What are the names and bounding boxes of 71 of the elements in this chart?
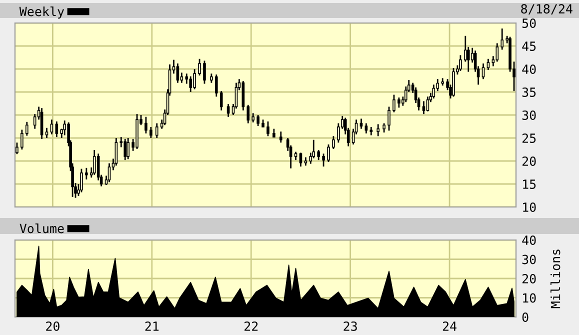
candlestick	[398, 96, 400, 108]
legend-label: Volume	[20, 223, 64, 234]
candlestick	[80, 168, 83, 193]
candlestick	[114, 137, 118, 166]
candlestick	[193, 68, 196, 90]
x-tick-label: 20	[46, 321, 60, 331]
legend-label: Weekly	[19, 6, 64, 19]
y-tick-label: 10	[523, 202, 536, 212]
candlestick	[452, 67, 455, 98]
candlestick	[376, 124, 380, 137]
candlestick	[360, 118, 363, 130]
candlestick	[392, 94, 396, 113]
candlestick	[198, 58, 201, 76]
y-tick-label: 20	[522, 156, 536, 166]
candlestick	[426, 96, 430, 112]
y-tick-label: 15	[523, 180, 536, 189]
x-tick-label: 21	[145, 321, 159, 331]
candlestick	[486, 58, 490, 71]
y-tick-label: 35	[522, 88, 536, 97]
y-tick-label: 20	[522, 274, 536, 284]
y-tick-label: 30	[522, 110, 536, 120]
candlestick	[382, 122, 386, 134]
y-axis-title: Millions	[550, 250, 560, 308]
candlestick	[482, 62, 485, 80]
candlestick	[246, 104, 250, 124]
candlestick	[327, 144, 330, 163]
candlestick	[332, 135, 335, 150]
candlestick	[155, 122, 158, 139]
candlestick	[214, 74, 218, 98]
candlestick	[55, 120, 58, 138]
candlestick	[45, 127, 48, 139]
candlestick	[92, 149, 96, 176]
candlestick	[432, 84, 436, 100]
y-tick-label: 45	[522, 42, 536, 51]
y-tick-label: 0	[522, 312, 528, 322]
candlestick	[144, 116, 148, 134]
candlestick	[203, 60, 206, 84]
candlestick	[252, 112, 255, 124]
candlestick	[25, 121, 28, 136]
candlestick	[220, 90, 223, 112]
x-tick-label: 23	[344, 321, 357, 331]
candlestick	[299, 152, 302, 168]
candlestick	[422, 100, 426, 115]
candlestick	[364, 122, 368, 134]
candlestick	[322, 152, 325, 168]
candlestick	[500, 28, 504, 50]
candlestick	[496, 42, 499, 62]
x-tick-label: 24	[442, 321, 456, 331]
candlestick	[108, 162, 111, 183]
candlestick	[150, 126, 152, 139]
candlestick	[185, 72, 188, 84]
y-tick-label: 50	[522, 18, 536, 28]
text: 8/18/24	[521, 4, 572, 15]
candlestick	[459, 54, 462, 72]
y-tick-label: 10	[523, 293, 536, 303]
candlestick	[124, 138, 127, 161]
candlestick	[126, 137, 130, 160]
y-tick-label: 40	[522, 236, 536, 245]
candlestick	[266, 120, 270, 137]
y-tick-label: 30	[522, 254, 536, 264]
candlestick	[256, 114, 260, 127]
candlestick	[189, 76, 192, 93]
candlestick	[388, 106, 390, 132]
candlestick	[20, 129, 24, 150]
candlestick	[210, 72, 213, 84]
y-tick-label: 25	[522, 134, 536, 143]
x-tick-label: 22	[244, 321, 258, 331]
y-tick-label: 40	[522, 64, 536, 74]
candlestick	[317, 149, 320, 161]
candlestick	[85, 167, 88, 180]
candlestick	[279, 130, 282, 144]
